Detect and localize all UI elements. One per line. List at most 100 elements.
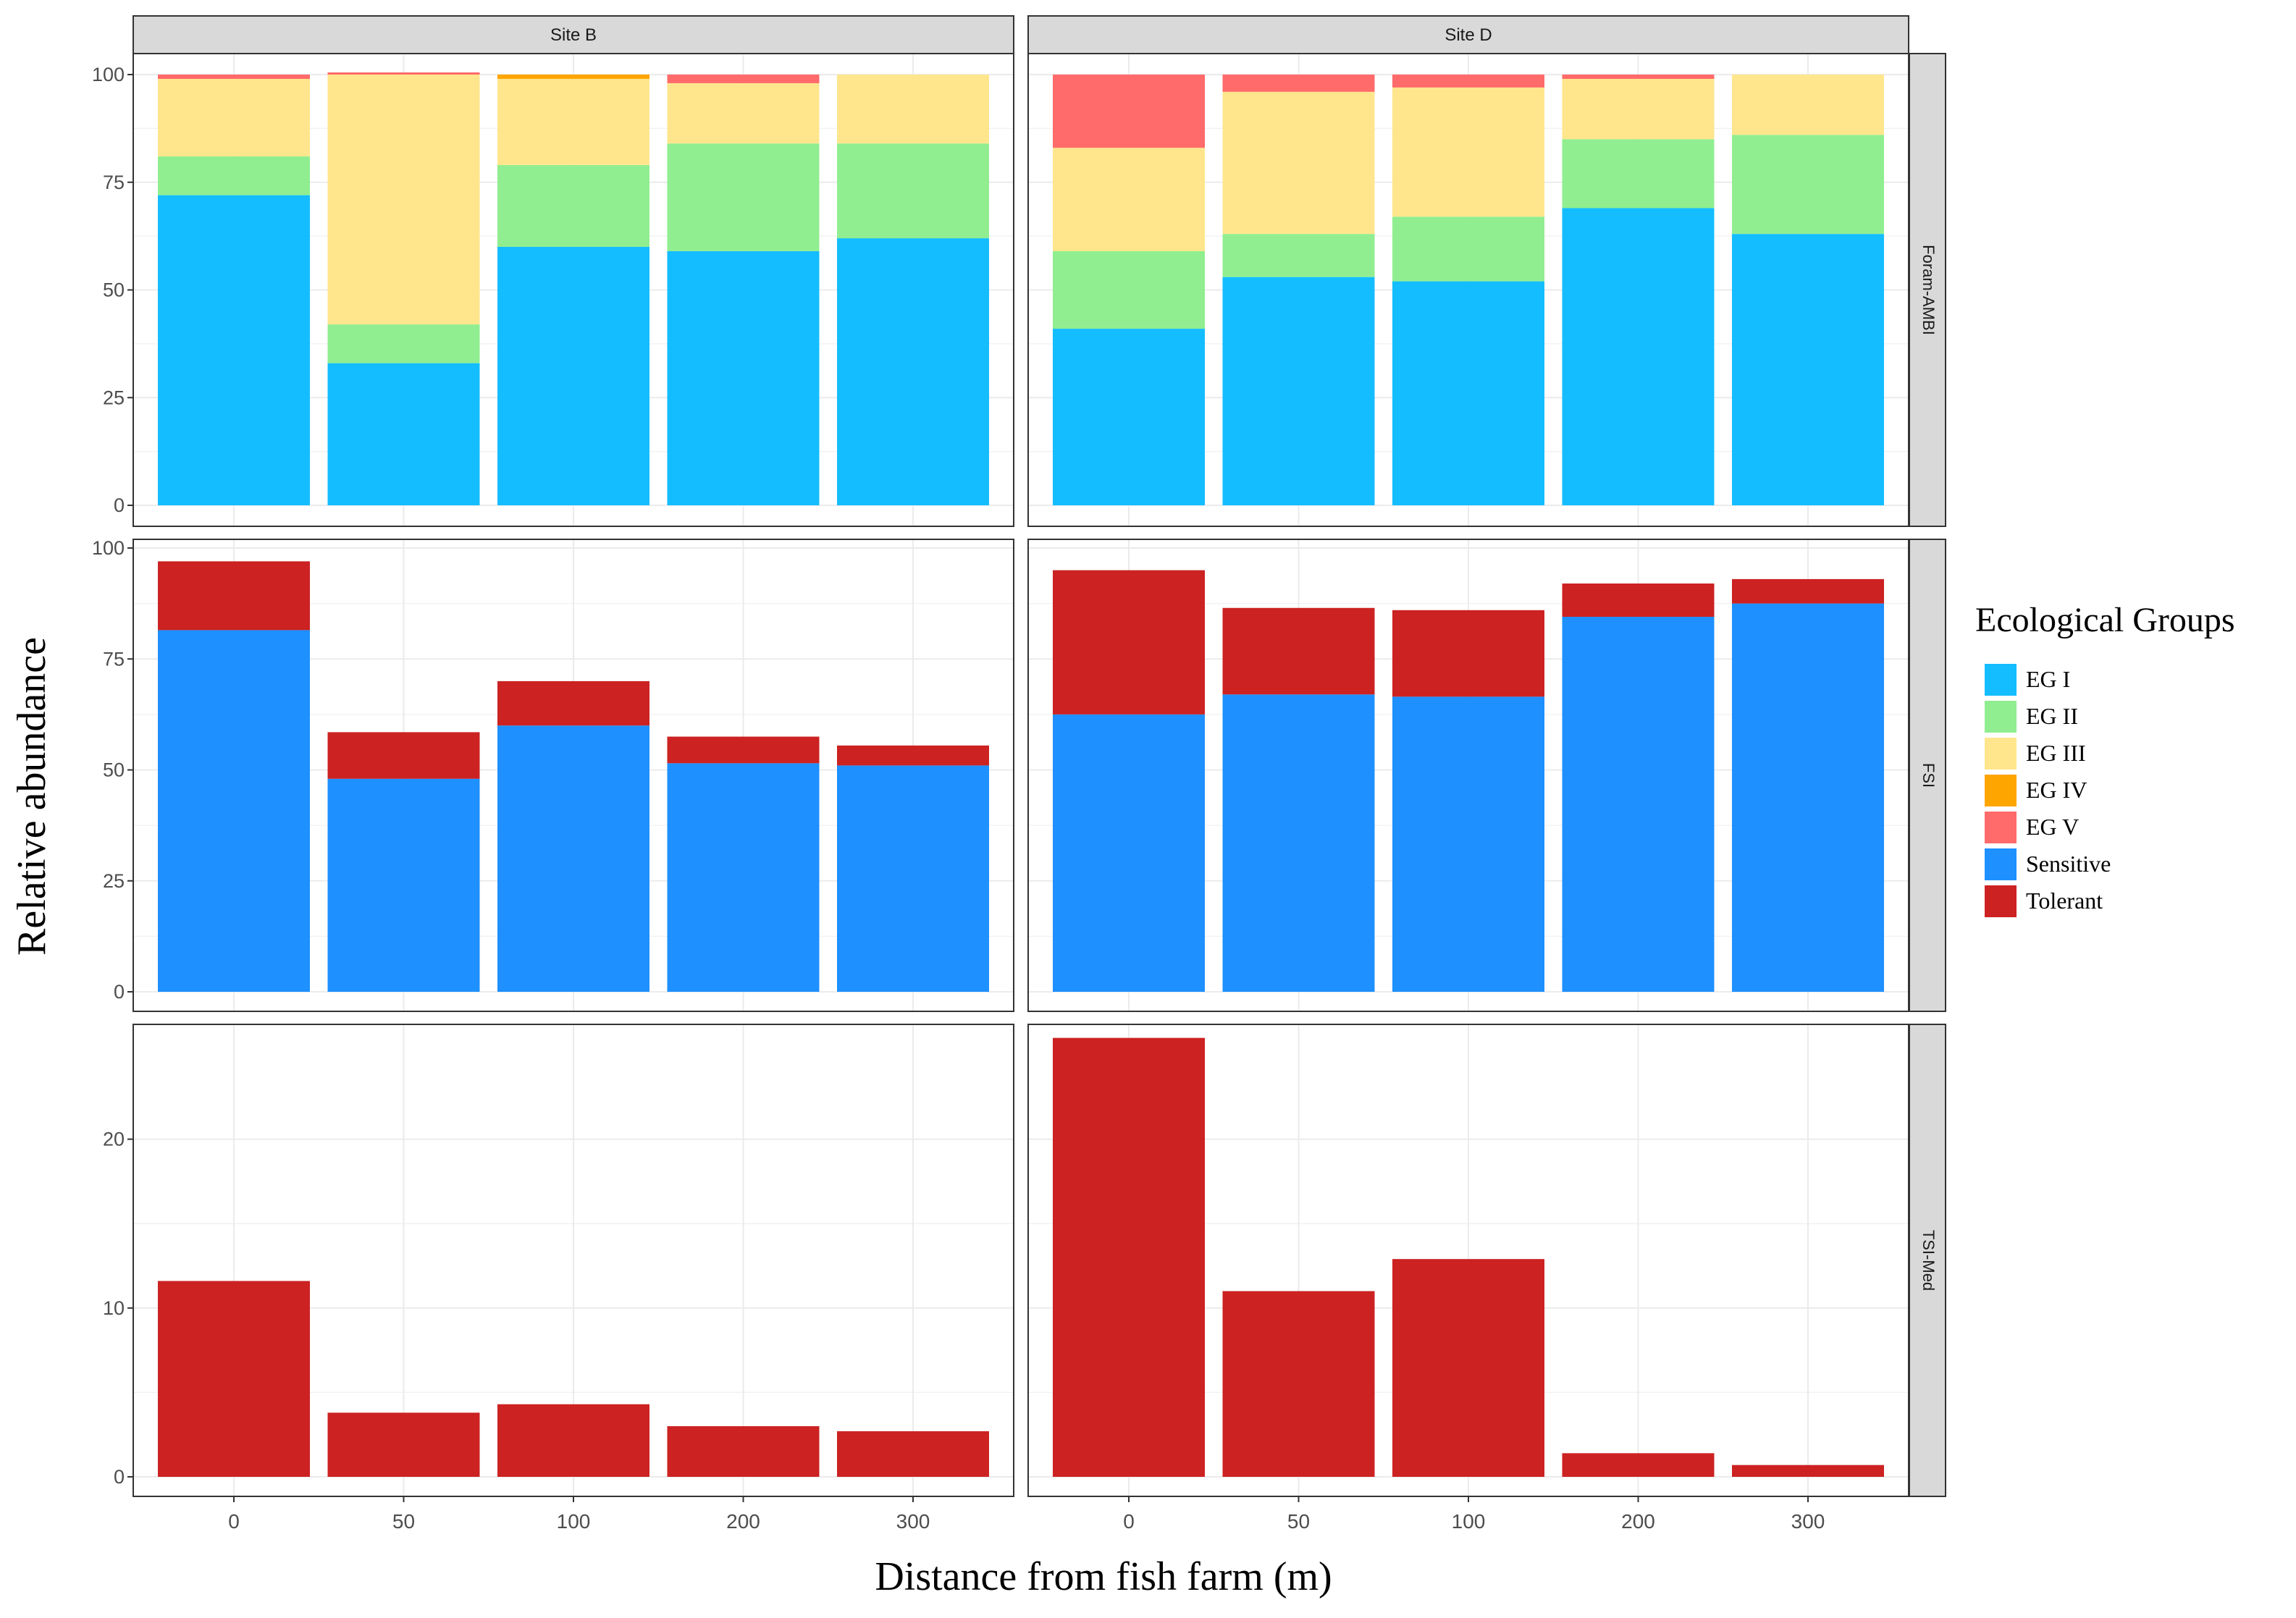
bar-fsi-site-b-0-tolerant: [158, 561, 310, 631]
legend-label-eg-v: EG V: [2026, 814, 2079, 840]
legend-swatch-eg-iii: [1985, 738, 2017, 770]
bar-foram-ambi-site-b-50-eg-ii: [327, 324, 480, 363]
bar-foram-ambi-site-d-0-eg-iii: [1053, 148, 1205, 251]
bar-tsi-med-site-d-50-tolerant: [1222, 1291, 1375, 1477]
legend-swatch-eg-v: [1985, 812, 2017, 843]
bar-foram-ambi-site-b-0-eg-ii: [158, 156, 310, 195]
x-tick-label-site-d: 50: [1287, 1510, 1310, 1533]
bar-foram-ambi-site-d-300-eg-iii: [1732, 75, 1884, 135]
bar-foram-ambi-site-b-50-eg-v: [327, 72, 480, 75]
legend-swatch-eg-i: [1985, 664, 2017, 696]
bar-foram-ambi-site-d-50-eg-v: [1222, 75, 1375, 92]
bar-foram-ambi-site-b-300-eg-ii: [837, 143, 989, 239]
x-tick-label-site-d: 0: [1123, 1510, 1135, 1533]
y-tick-label-foram-ambi: 0: [114, 494, 125, 516]
bar-fsi-site-d-300-tolerant: [1732, 578, 1884, 604]
bar-foram-ambi-site-d-300-eg-ii: [1732, 135, 1884, 235]
bar-fsi-site-b-300-tolerant: [837, 745, 989, 766]
legend-swatch-sensitive: [1985, 848, 2017, 880]
bar-fsi-site-b-50-sensitive: [327, 778, 480, 992]
bar-foram-ambi-site-d-0-eg-v: [1053, 75, 1205, 148]
y-tick-label-fsi: 0: [114, 981, 125, 1003]
bar-tsi-med-site-d-200-tolerant: [1562, 1453, 1715, 1477]
bar-foram-ambi-site-d-50-eg-ii: [1222, 234, 1375, 277]
panel-foram-ambi-site-d-border: [1027, 53, 1909, 527]
y-tick-label-fsi: 75: [103, 648, 125, 670]
legend-swatch-eg-iv: [1985, 775, 2017, 806]
x-tick-label-site-d: 100: [1452, 1510, 1486, 1533]
legend-label-sensitive: Sensitive: [2026, 851, 2111, 877]
bar-fsi-site-b-100-tolerant: [497, 681, 649, 726]
legend-label-eg-ii: EG II: [2026, 703, 2078, 729]
bar-foram-ambi-site-b-100-eg-ii: [497, 164, 649, 247]
legend-label-eg-i: EG I: [2026, 666, 2070, 692]
strip-site-b-label: Site B: [550, 25, 597, 45]
bar-foram-ambi-site-d-0-eg-ii: [1053, 250, 1205, 329]
bar-foram-ambi-site-d-200-eg-iii: [1562, 78, 1715, 140]
legend-label-eg-iv: EG IV: [2026, 777, 2087, 803]
bar-foram-ambi-site-d-200-eg-i: [1562, 208, 1715, 505]
y-tick-label-foram-ambi: 50: [103, 279, 125, 301]
bar-fsi-site-d-200-sensitive: [1562, 617, 1715, 992]
y-tick-label-foram-ambi: 75: [103, 172, 125, 193]
bar-foram-ambi-site-b-0-eg-v: [158, 75, 310, 79]
strip-foram-ambi-label: Foram-AMBI: [1919, 245, 1938, 335]
bar-fsi-site-b-50-tolerant: [327, 732, 480, 779]
legend-label-tolerant: Tolerant: [2026, 888, 2103, 914]
legend-swatch-eg-ii: [1985, 701, 2017, 733]
x-axis-title: Distance from fish farm (m): [875, 1554, 1332, 1599]
bar-foram-ambi-site-b-100-eg-iv: [497, 75, 649, 79]
bar-foram-ambi-site-d-200-eg-ii: [1562, 139, 1715, 208]
x-tick-label-site-b: 100: [557, 1510, 591, 1533]
bar-foram-ambi-site-d-100-eg-iii: [1392, 87, 1544, 217]
bar-foram-ambi-site-b-200-eg-iii: [667, 83, 820, 144]
x-tick-label-site-b: 0: [228, 1510, 240, 1533]
x-tick-label-site-b: 300: [896, 1510, 930, 1533]
bar-foram-ambi-site-d-100-eg-i: [1392, 281, 1544, 505]
bar-tsi-med-site-d-300-tolerant: [1732, 1465, 1884, 1477]
y-tick-label-fsi: 25: [103, 870, 125, 892]
y-tick-label-tsi-med: 0: [114, 1466, 125, 1488]
bar-foram-ambi-site-d-100-eg-ii: [1392, 216, 1544, 282]
bar-foram-ambi-site-d-300-eg-i: [1732, 234, 1884, 505]
strip-tsi-med-label: TSI-Med: [1919, 1230, 1938, 1291]
bar-foram-ambi-site-b-300-eg-iii: [837, 75, 989, 144]
bar-tsi-med-site-d-0-tolerant: [1053, 1037, 1205, 1477]
bar-fsi-site-b-0-sensitive: [158, 630, 310, 992]
bar-tsi-med-site-b-0-tolerant: [158, 1281, 310, 1477]
x-tick-label-site-b: 200: [726, 1510, 760, 1533]
bar-fsi-site-b-300-sensitive: [837, 765, 989, 992]
bar-fsi-site-d-100-sensitive: [1392, 696, 1544, 992]
bar-foram-ambi-site-d-0-eg-i: [1053, 329, 1205, 505]
x-tick-label-site-d: 200: [1621, 1510, 1655, 1533]
bar-tsi-med-site-b-300-tolerant: [837, 1431, 989, 1477]
bar-fsi-site-d-0-sensitive: [1053, 714, 1205, 992]
bar-foram-ambi-site-d-100-eg-v: [1392, 75, 1544, 88]
strip-tsi-med-bg: [1909, 1024, 1946, 1497]
legend-label-eg-iii: EG III: [2026, 740, 2086, 766]
bar-foram-ambi-site-b-200-eg-i: [667, 250, 820, 505]
x-tick-label-site-b: 50: [392, 1510, 415, 1533]
bar-fsi-site-d-0-tolerant: [1053, 570, 1205, 715]
strip-site-d-label: Site D: [1445, 25, 1492, 45]
bar-foram-ambi-site-b-50-eg-iii: [327, 75, 480, 325]
y-tick-label-fsi: 50: [103, 759, 125, 781]
bar-foram-ambi-site-b-200-eg-v: [667, 75, 820, 83]
strip-fsi-label: FSI: [1919, 763, 1938, 788]
bar-tsi-med-site-b-50-tolerant: [327, 1412, 480, 1477]
y-tick-label-foram-ambi: 25: [103, 387, 125, 408]
bar-tsi-med-site-b-100-tolerant: [497, 1404, 649, 1477]
bar-fsi-site-d-200-tolerant: [1562, 583, 1715, 618]
bar-foram-ambi-site-b-100-eg-i: [497, 247, 649, 505]
strip-site-d-bg: [1027, 15, 1909, 54]
y-tick-label-tsi-med: 10: [103, 1297, 125, 1319]
bar-tsi-med-site-b-200-tolerant: [667, 1426, 820, 1477]
bar-fsi-site-b-100-sensitive: [497, 725, 649, 992]
strip-fsi-bg: [1909, 539, 1946, 1012]
y-tick-label-fsi: 100: [92, 537, 125, 559]
legend-title: Ecological Groups: [1975, 601, 2235, 639]
legend-swatch-tolerant: [1985, 885, 2017, 917]
panel-fsi-site-d-border: [1027, 539, 1909, 1012]
